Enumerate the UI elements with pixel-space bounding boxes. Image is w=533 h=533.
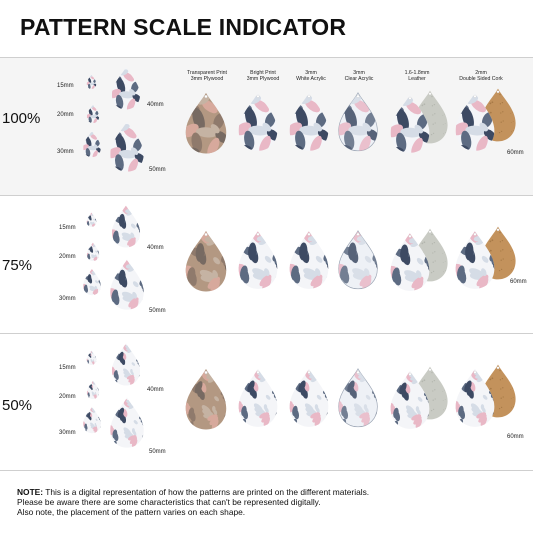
size-label: 30mm <box>59 430 76 436</box>
swatch-20mm <box>86 242 100 262</box>
swatch-50mm <box>110 397 144 448</box>
dimension-label: 60mm <box>507 150 524 156</box>
note-bold: NOTE: <box>17 487 44 497</box>
dimension-label: 60mm <box>507 434 524 440</box>
swatch-white-acrylic <box>289 92 329 151</box>
material-label-bright: Bright Print 3mm Plywood <box>246 70 280 83</box>
swatch-white-acrylic <box>289 368 329 427</box>
swatch-plywood-transparent <box>185 92 227 154</box>
size-label: 50mm <box>149 449 166 455</box>
swatch-clear-acrylic <box>338 230 378 290</box>
divider-1 <box>0 195 533 196</box>
size-label: 40mm <box>147 387 164 393</box>
swatch-20mm <box>86 104 100 124</box>
size-label: 40mm <box>147 245 164 251</box>
scale-label-100: 100% <box>2 110 41 127</box>
size-label: 30mm <box>59 296 76 302</box>
swatch-plywood-transparent <box>185 230 227 292</box>
swatch-50mm <box>110 121 144 172</box>
dimension-label: 60mm <box>510 279 527 285</box>
swatch-plywood-bright <box>238 368 278 427</box>
size-label: 20mm <box>57 112 74 118</box>
size-label: 40mm <box>147 102 164 108</box>
swatch-cork-front <box>455 230 495 289</box>
material-label-leather: 1.6-1.8mm Leather <box>404 70 430 83</box>
swatch-50mm <box>110 259 144 310</box>
size-label: 15mm <box>57 83 74 89</box>
swatch-leather-front <box>390 94 430 153</box>
size-label: 20mm <box>59 394 76 400</box>
size-label: 20mm <box>59 254 76 260</box>
note-line: Please be aware there are some character… <box>17 497 321 508</box>
swatch-40mm <box>111 67 141 110</box>
swatch-30mm <box>83 268 101 296</box>
material-label-white-acrylic: 3mm White Acrylic <box>296 70 326 83</box>
size-label: 30mm <box>57 149 74 155</box>
swatch-white-acrylic <box>289 230 329 289</box>
divider-3 <box>0 470 533 471</box>
swatch-clear-acrylic <box>338 92 378 152</box>
size-label: 50mm <box>149 167 166 173</box>
size-label: 50mm <box>149 308 166 314</box>
page-title: PATTERN SCALE INDICATOR <box>20 14 347 40</box>
note-line: Also note, the placement of the pattern … <box>17 507 246 518</box>
swatch-20mm <box>86 380 100 400</box>
size-label: 15mm <box>59 365 76 371</box>
scale-label-50: 50% <box>2 397 33 414</box>
note-line: This is a digital representation of how … <box>43 487 370 497</box>
swatch-leather-front <box>390 370 430 429</box>
swatch-15mm <box>86 350 97 365</box>
swatch-clear-acrylic <box>338 368 378 428</box>
swatch-plywood-bright <box>238 92 278 151</box>
swatch-cork-front <box>455 92 495 151</box>
material-label-cork: 2mm Double Sided Cork <box>459 70 503 83</box>
divider-top <box>0 57 533 58</box>
swatch-15mm <box>86 212 97 227</box>
swatch-plywood-bright <box>238 230 278 289</box>
swatch-40mm <box>111 205 141 248</box>
material-label-clear-acrylic: 3mm Clear Acrylic <box>344 70 374 83</box>
swatch-15mm <box>86 74 97 89</box>
swatch-30mm <box>83 406 101 434</box>
swatch-30mm <box>83 130 101 158</box>
material-label-plywood: Transparent Print 3mm Plywood <box>187 70 227 83</box>
size-label: 15mm <box>59 225 76 231</box>
swatch-leather-front <box>390 232 430 291</box>
scale-label-75: 75% <box>2 257 33 274</box>
note: NOTE: This is a digital representation o… <box>17 487 369 518</box>
swatch-cork-front <box>455 368 495 427</box>
divider-2 <box>0 333 533 334</box>
swatch-40mm <box>111 343 141 386</box>
swatch-plywood-transparent <box>185 368 227 430</box>
